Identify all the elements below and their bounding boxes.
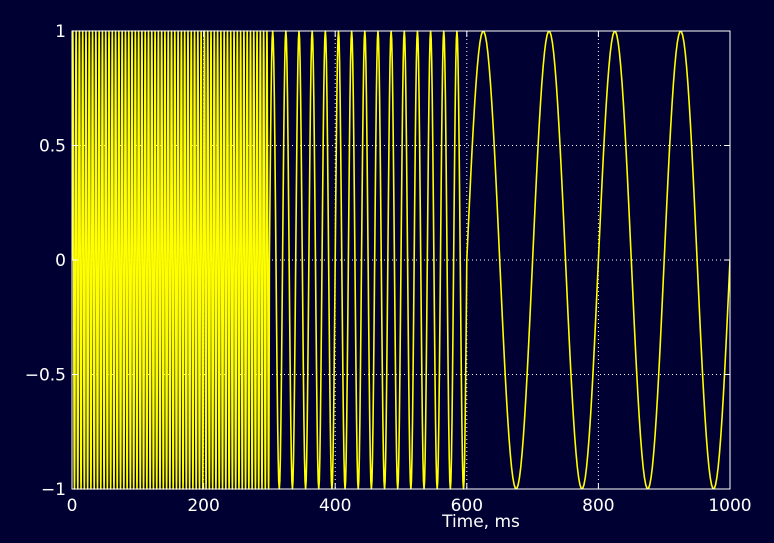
x-tick-labels: 0 200 400 600 800 1000 xyxy=(67,496,752,516)
y-tick-labels: −1 −0.5 0 0.5 1 xyxy=(25,22,66,500)
y-tick-label: 0 xyxy=(55,251,66,271)
x-axis-label: Time, ms xyxy=(441,512,520,532)
x-tick-label: 0 xyxy=(67,496,78,516)
x-tick-label: 400 xyxy=(319,496,351,516)
series-layer xyxy=(72,30,730,490)
x-tick-label: 1000 xyxy=(708,496,751,516)
x-tick-label: 200 xyxy=(187,496,219,516)
y-tick-label: −0.5 xyxy=(25,366,66,386)
series-line-0 xyxy=(72,30,730,490)
y-tick-label: 1 xyxy=(55,22,66,42)
ticks xyxy=(71,30,731,490)
y-tick-label: −1 xyxy=(41,480,66,500)
x-tick-label: 600 xyxy=(451,496,483,516)
y-tick-label: 0.5 xyxy=(39,137,66,157)
x-tick-label: 800 xyxy=(582,496,614,516)
